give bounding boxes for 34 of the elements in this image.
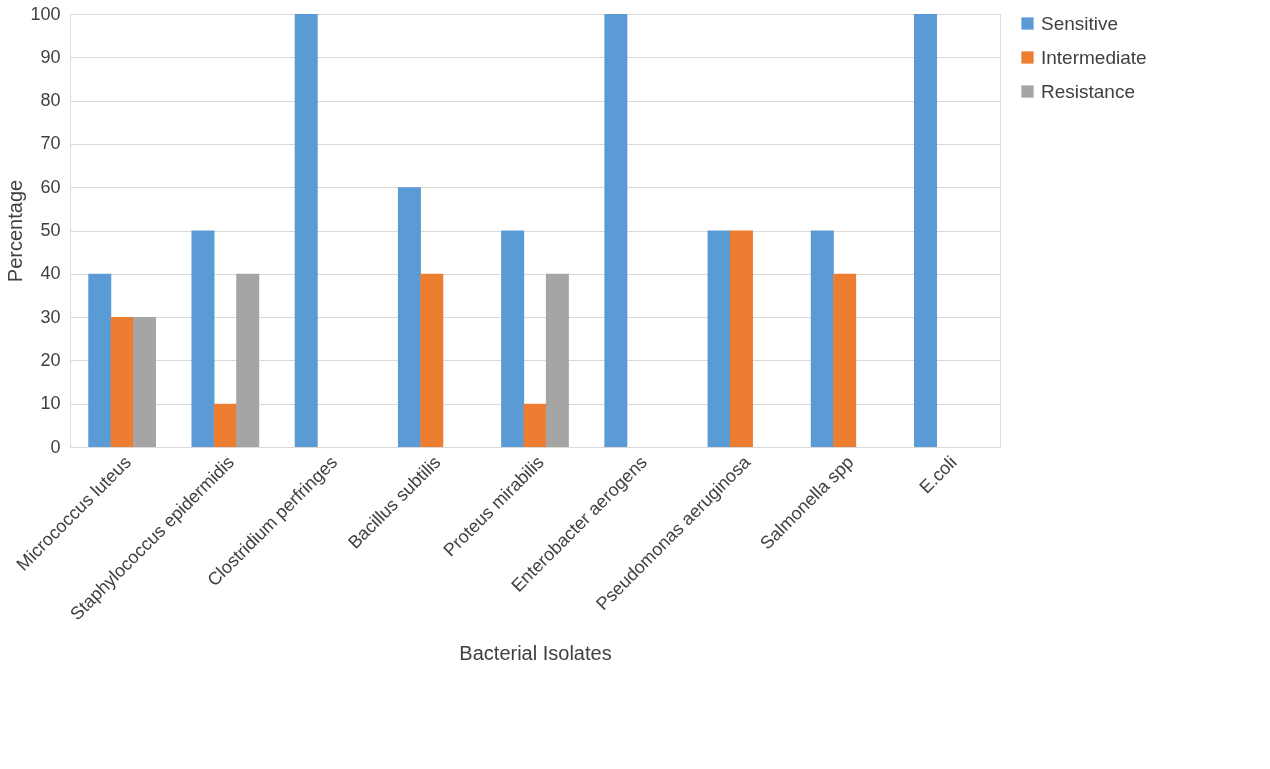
- y-tick-label: 60: [40, 176, 61, 197]
- bar: [914, 14, 938, 447]
- y-axis-title: Percentage: [4, 179, 27, 283]
- y-tick-label: 50: [40, 220, 61, 240]
- y-tick-label: 80: [40, 90, 61, 111]
- y-tick-label: 90: [40, 46, 61, 67]
- bar: [88, 273, 112, 447]
- bar: [132, 317, 156, 447]
- y-tick-label: 40: [40, 263, 61, 284]
- y-tick-label: 0: [50, 436, 61, 457]
- bar: [523, 403, 547, 447]
- bar: [501, 230, 525, 447]
- legend-label: Sensitive: [1041, 12, 1119, 34]
- bar: [545, 273, 569, 447]
- bar: [397, 187, 421, 447]
- y-tick-label: 30: [40, 306, 61, 327]
- y-tick-label: 20: [40, 349, 61, 370]
- bar: [294, 14, 318, 447]
- y-tick-label: 100: [30, 3, 61, 24]
- bar: [604, 14, 628, 447]
- bar: [833, 273, 857, 447]
- bar: [191, 230, 215, 447]
- legend-label: Intermediate: [1041, 46, 1147, 68]
- bar: [110, 317, 134, 447]
- legend-label: Resistance: [1041, 80, 1135, 102]
- bar: [707, 230, 731, 447]
- bar: [213, 403, 237, 447]
- x-axis-title: Bacterial Isolates: [459, 641, 612, 664]
- y-tick-label: 70: [40, 133, 61, 154]
- bar: [729, 230, 753, 447]
- bar: [236, 273, 260, 447]
- y-tick-label: 10: [40, 393, 61, 414]
- bar: [810, 230, 834, 447]
- bar: [420, 273, 444, 447]
